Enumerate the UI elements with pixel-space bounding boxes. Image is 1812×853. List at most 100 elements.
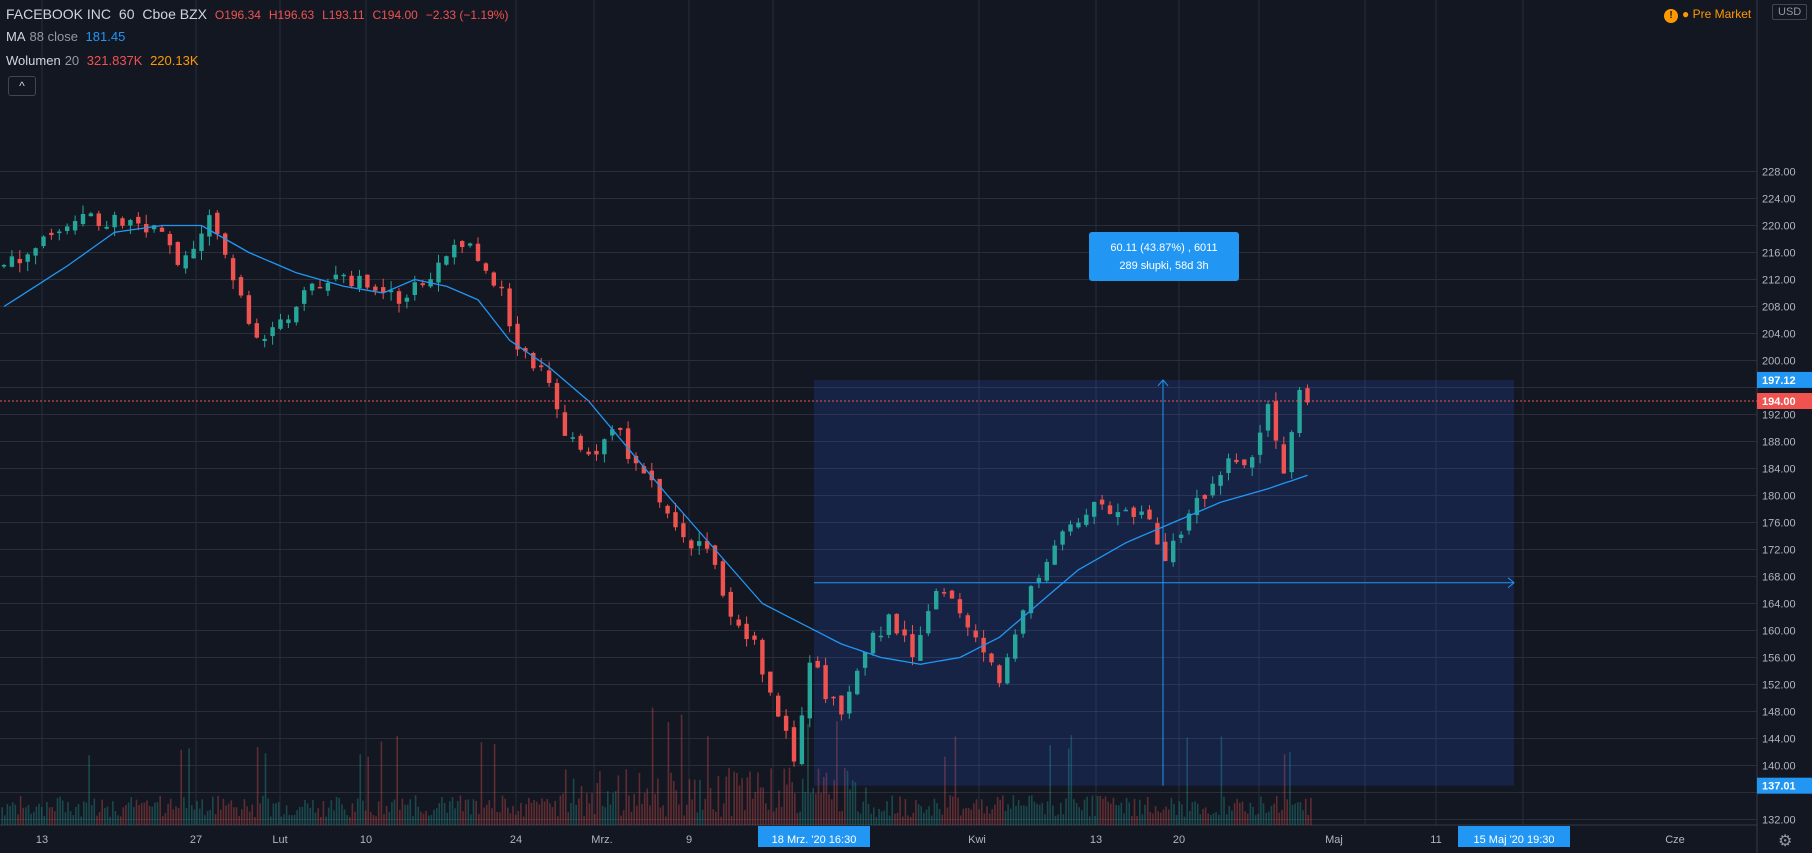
volume-bar [614,791,617,825]
volume-bar [1283,754,1286,825]
symbol-name[interactable]: FACEBOOK INC [6,6,112,22]
candle [1092,501,1097,525]
volume-bar [1244,811,1246,825]
measure-tooltip: 60.11 (43.87%) , 6011 289 słupki, 58d 3h [1089,232,1239,281]
candle [333,265,338,282]
volume-bar [915,799,917,825]
volume-bar [1083,799,1086,825]
volume-bar [1307,814,1310,825]
price-label: 164.00 [1762,599,1796,611]
volume-bar [609,804,612,825]
candle [1155,517,1160,545]
volume-bar [117,815,119,825]
volume-legend[interactable]: Wolumen 20 321.837K 220.13K [6,53,203,68]
volume-bar [667,722,670,825]
volume-bar [981,799,983,825]
volume-bar [222,798,225,825]
volume-bar [483,807,485,825]
volume-bar [1,807,3,825]
collapse-legend-button[interactable]: ^ [8,76,36,96]
volume-bar [443,802,446,825]
volume-bar [904,799,907,825]
volume-bar [820,793,822,825]
tooltip-background [1089,232,1239,281]
time-label: 11 [1430,834,1441,846]
volume-bar [996,797,999,825]
candle [673,502,678,531]
settings-gear-icon[interactable]: ⚙ [1778,833,1793,850]
volume-bar [225,805,227,825]
candle [689,538,694,556]
candle [1194,489,1200,524]
volume-bar [454,808,456,825]
volume-bar [859,813,862,825]
volume-bar [833,779,836,825]
volume-bar [256,746,259,825]
candle [697,532,702,555]
volume-bar [1199,814,1202,825]
volume-bar [815,793,817,825]
candle [1131,505,1136,525]
volume-bar [875,816,878,825]
volume-bar [699,779,701,825]
price-label: 212.00 [1762,275,1796,287]
volume-bar [715,811,717,825]
volume-bar [219,809,222,825]
volume-bar [670,772,672,825]
volume-bar [1075,803,1078,825]
interval[interactable]: 60 [118,6,135,22]
volume-bar [1262,803,1265,825]
volume-bar [944,756,946,825]
volume-bar [1173,804,1175,825]
volume-bar [64,812,67,825]
volume-bar [1078,807,1080,825]
volume-bar [191,805,193,825]
volume-bar [1270,805,1273,825]
ma-legend[interactable]: MA 88 close 181.45 [6,29,129,44]
candle [357,269,362,292]
volume-bar [654,794,656,825]
volume-bar [177,808,180,825]
price-label: 144.00 [1762,734,1796,746]
price-label: 220.00 [1762,221,1796,233]
volume-bar [59,796,61,825]
volume-bar [828,794,830,825]
volume-bar [343,809,346,825]
candle [49,228,54,240]
volume-bar [248,811,251,825]
candle [80,205,86,227]
time-axis[interactable]: 13 27 Lut 10 24 Mrz. 9 Kwi 13 20 Maj 11 Cze 18 Mrz. '… [36,826,1685,847]
volume-bar [1117,805,1120,825]
volume-bar [580,786,583,825]
volume-bar [306,803,309,825]
volume-bar [541,798,543,825]
volume-bar [601,805,604,825]
volume-bar [720,816,722,825]
candle [1044,558,1049,583]
time-tag-label: 15 Maj '20 19:30 [1474,834,1555,846]
volume-bar [106,806,109,825]
volume-bar [1299,802,1302,825]
volume-bar [801,778,804,825]
volume-bar [807,723,809,825]
currency-badge[interactable]: USD [1772,4,1808,20]
volume-bar [1081,810,1083,825]
volume-bar [14,804,17,825]
volume-bar [90,805,93,825]
candle [444,255,449,266]
measure-arrows [814,379,1515,786]
volume-bar [462,811,464,825]
volume-bar [886,801,888,825]
volume-bar [206,810,209,825]
volume-bar [330,800,333,825]
volume-bar [54,811,56,825]
candle [254,318,259,339]
price-axis[interactable]: 228.00 224.00 220.00 216.00 212.00 208.00 204.… [1757,167,1812,827]
volume-bar [778,790,780,825]
premarket-indicator[interactable]: ! ● Pre Market [1664,7,1751,23]
candle [823,657,828,703]
close-value: C194.00 [372,8,418,22]
candle [886,613,891,639]
